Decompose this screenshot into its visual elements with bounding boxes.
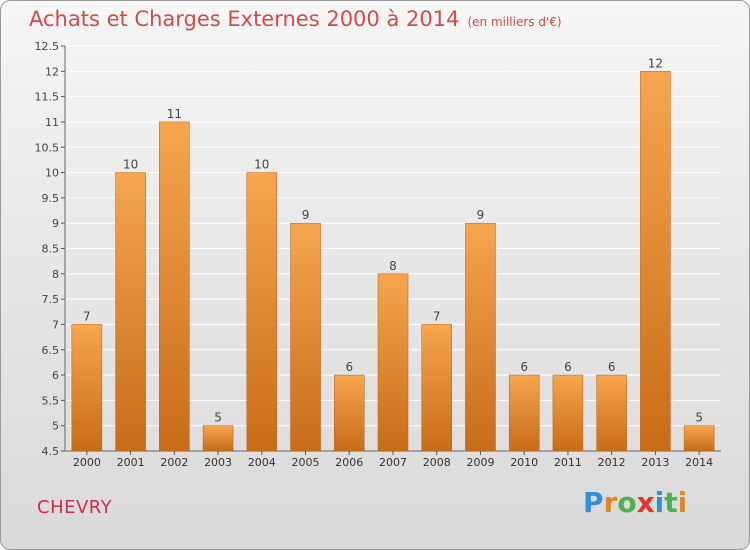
x-tick-label: 2003 [204,456,232,469]
y-tick-label: 9 [52,217,59,230]
bar-value-label: 9 [477,208,485,222]
logo-letter: x [636,486,655,519]
bar-value-label: 6 [564,360,572,374]
x-tick-label: 2008 [423,456,451,469]
y-tick-label: 5 [52,420,59,433]
x-tick-label: 2000 [73,456,101,469]
chart-title-text: Achats et Charges Externes 2000 à 2014 [29,7,460,31]
bar-value-label: 6 [608,360,616,374]
y-tick-label: 4.5 [42,445,60,458]
logo-letter: P [583,486,604,519]
x-tick-label: 2007 [379,456,407,469]
bar-2007 [377,273,409,452]
y-tick-label: 11 [45,116,59,129]
y-tick-label: 6.5 [42,344,60,357]
bar-value-label: 9 [302,208,310,222]
y-tick-label: 11.5 [35,91,60,104]
bar-2003 [202,425,234,452]
chart-title: Achats et Charges Externes 2000 à 2014 (e… [29,7,562,31]
x-tick-label: 2006 [335,456,363,469]
bar-value-label: 5 [214,411,222,425]
logo-letter: t [664,486,678,519]
bar-value-label: 8 [389,259,397,273]
x-tick-label: 2013 [641,456,669,469]
x-tick-label: 2005 [292,456,320,469]
bar-2008 [421,324,452,452]
bar-2010 [508,374,540,452]
y-tick-label: 8.5 [42,243,60,256]
x-tick-label: 2004 [248,456,276,469]
bar-2006 [334,374,365,452]
bar-value-label: 6 [345,360,353,374]
x-tick-label: 2010 [510,456,538,469]
y-tick-label: 7 [52,318,59,331]
y-tick-label: 7.5 [42,293,60,306]
bar-value-label: 5 [695,411,703,425]
x-tick-label: 2014 [685,456,713,469]
x-tick-label: 2012 [598,456,626,469]
x-tick-label: 2001 [117,456,145,469]
y-tick-label: 10 [45,167,59,180]
bar-2001 [115,172,146,452]
commune-name: CHEVRY [37,497,113,518]
y-tick-label: 8 [52,268,59,281]
bar-2002 [159,121,190,452]
y-tick-label: 5.5 [42,394,60,407]
bar-2011 [552,374,584,452]
logo-letter: i [677,486,688,519]
bar-value-label: 6 [520,360,528,374]
logo-letter: o [617,486,637,519]
bar-value-label: 7 [433,309,441,323]
x-tick-label: 2009 [466,456,494,469]
bar-2013 [640,71,671,452]
bar-2000 [71,324,103,452]
bar-2005 [290,222,321,452]
bar-2009 [465,222,496,452]
bar-value-label: 10 [123,158,138,172]
logo-letter: r [603,486,618,519]
bar-value-label: 7 [83,309,91,323]
bar-2012 [596,374,627,452]
x-tick-label: 2002 [160,456,188,469]
bar-value-label: 12 [648,56,663,70]
bar-value-label: 10 [254,158,269,172]
y-tick-label: 10.5 [35,141,60,154]
bar-2004 [246,172,278,452]
bar-2014 [683,425,715,452]
y-tick-label: 12 [45,65,59,78]
y-tick-label: 12.5 [35,40,60,53]
y-tick-label: 9.5 [42,192,60,205]
chart-subtitle: (en milliers d'€) [467,15,562,29]
bar-value-label: 11 [167,107,182,121]
logo-letter: i [654,486,665,519]
y-tick-label: 6 [52,369,59,382]
proxiti-logo: Proxiti [583,486,687,519]
x-tick-label: 2011 [554,456,582,469]
